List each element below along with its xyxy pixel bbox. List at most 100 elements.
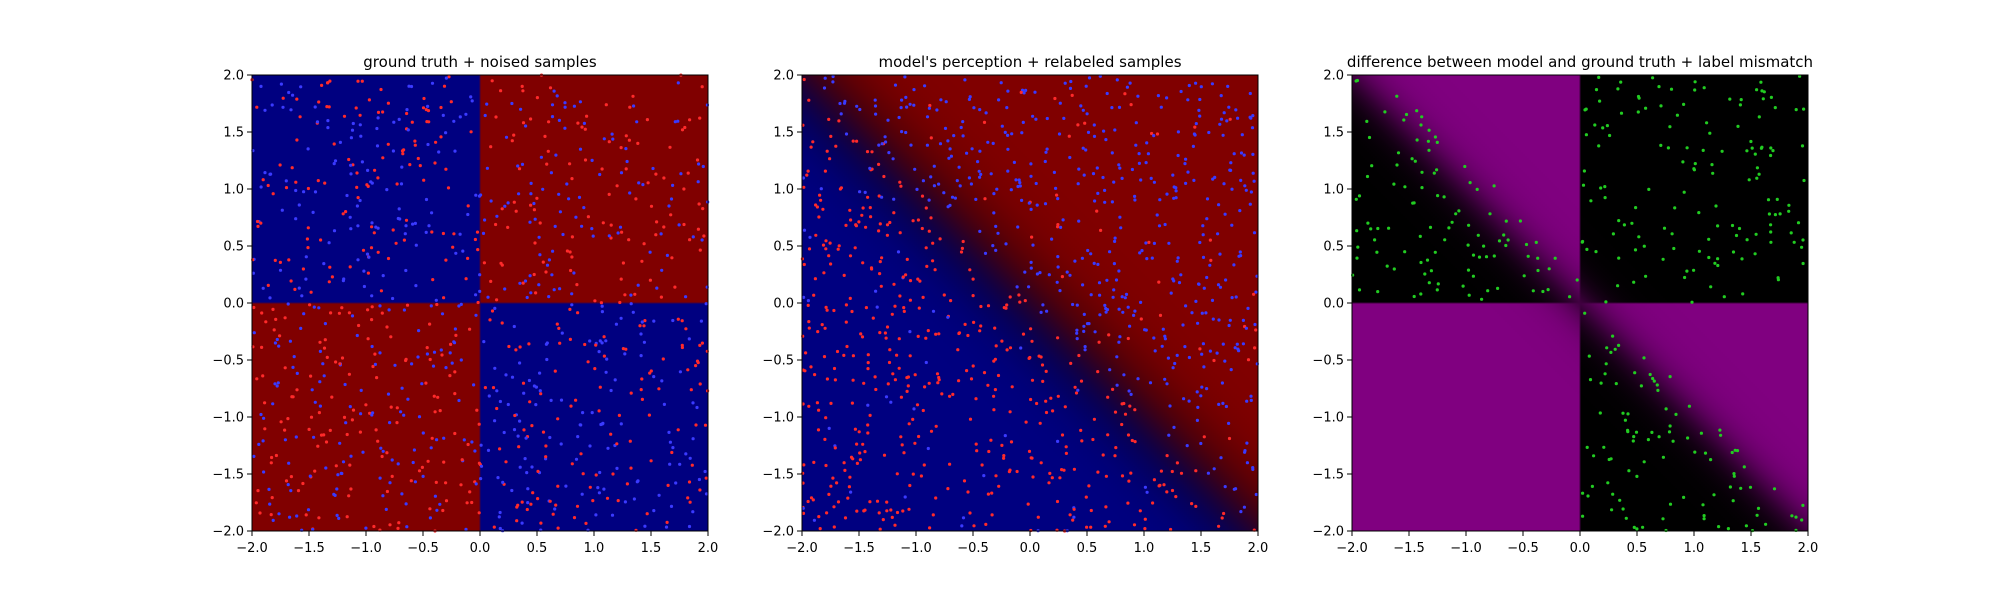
sample-point (1010, 132, 1014, 136)
sample-point (909, 143, 913, 147)
sample-point (1003, 130, 1007, 134)
sample-point (1083, 121, 1087, 125)
sample-point (821, 207, 825, 211)
sample-point (289, 489, 293, 493)
sample-point (323, 322, 327, 326)
y-tick-label: 1.0 (1323, 183, 1344, 198)
sample-point (1631, 439, 1635, 443)
sample-point (1043, 159, 1047, 164)
sample-point (512, 428, 517, 432)
sample-point (416, 156, 420, 161)
sample-point (1365, 174, 1370, 179)
sample-point (297, 203, 301, 207)
sample-point (1187, 399, 1191, 403)
sample-point (428, 357, 432, 362)
sample-point (437, 150, 441, 154)
sample-point (1146, 152, 1150, 156)
sample-point (934, 424, 938, 428)
sample-point (990, 491, 994, 495)
sample-point (907, 422, 911, 426)
sample-point (1637, 235, 1641, 239)
sample-point (385, 489, 389, 494)
sample-point (929, 429, 934, 433)
sample-point (449, 100, 453, 104)
sample-point (1172, 425, 1176, 429)
sample-point (338, 140, 342, 144)
sample-point (1168, 404, 1172, 408)
sample-point (558, 287, 562, 291)
sample-point (1008, 468, 1012, 472)
sample-point (529, 192, 533, 196)
sample-point (359, 388, 363, 392)
sample-point (1616, 284, 1620, 288)
sample-point (966, 490, 970, 494)
sample-point (426, 109, 431, 113)
sample-point (807, 404, 811, 408)
sample-point (837, 119, 841, 123)
sample-point (538, 221, 542, 225)
sample-point (1673, 206, 1677, 210)
sample-point (1122, 401, 1126, 406)
sample-point (275, 337, 279, 342)
sample-point (680, 319, 684, 323)
sample-point (823, 76, 827, 80)
sample-point (1193, 125, 1197, 129)
sample-point (1148, 381, 1153, 385)
sample-point (1169, 527, 1173, 532)
sample-point (277, 512, 281, 516)
sample-point (1092, 123, 1096, 127)
sample-point (671, 183, 675, 187)
sample-point (1792, 240, 1796, 244)
sample-point (268, 172, 272, 176)
sample-point (371, 364, 375, 369)
sample-point (428, 507, 432, 511)
sample-point (1617, 343, 1621, 347)
sample-point (698, 488, 702, 492)
sample-point (982, 474, 986, 478)
sample-point (900, 98, 904, 102)
sample-point (305, 237, 309, 241)
sample-point (1580, 240, 1584, 244)
sample-point (1632, 435, 1636, 439)
sample-point (1769, 230, 1773, 234)
sample-point (1253, 346, 1257, 350)
sample-point (397, 117, 401, 121)
sample-point (960, 246, 965, 250)
sample-point (262, 470, 266, 474)
sample-point (287, 461, 291, 465)
sample-point (617, 413, 622, 417)
sample-point (862, 509, 866, 513)
y-tick-label: −1.0 (212, 411, 244, 426)
sample-point (544, 455, 548, 459)
sample-point (1429, 269, 1433, 273)
sample-point (662, 176, 666, 180)
sample-point (276, 381, 280, 385)
sample-point (444, 131, 448, 135)
sample-point (328, 428, 332, 432)
sample-point (271, 518, 275, 523)
sample-point (1056, 197, 1060, 201)
sample-point (844, 303, 849, 307)
sample-point (523, 279, 528, 283)
sample-point (923, 385, 927, 389)
sample-point (287, 258, 291, 262)
sample-point (1122, 373, 1126, 377)
sample-point (501, 480, 505, 484)
sample-point (1112, 288, 1116, 292)
sample-point (1073, 385, 1077, 389)
sample-point (572, 516, 577, 520)
sample-point (1205, 275, 1209, 280)
sample-point (1103, 200, 1107, 204)
sample-point (863, 450, 867, 454)
sample-point (594, 343, 598, 347)
sample-point (1661, 455, 1665, 459)
sample-point (356, 196, 360, 200)
sample-point (1083, 348, 1087, 352)
sample-point (1585, 445, 1589, 449)
sample-point (602, 487, 606, 491)
sample-point (802, 295, 806, 299)
sample-point (1098, 293, 1102, 297)
sample-point (260, 311, 264, 315)
sample-point (532, 208, 537, 212)
sample-point (819, 198, 823, 202)
